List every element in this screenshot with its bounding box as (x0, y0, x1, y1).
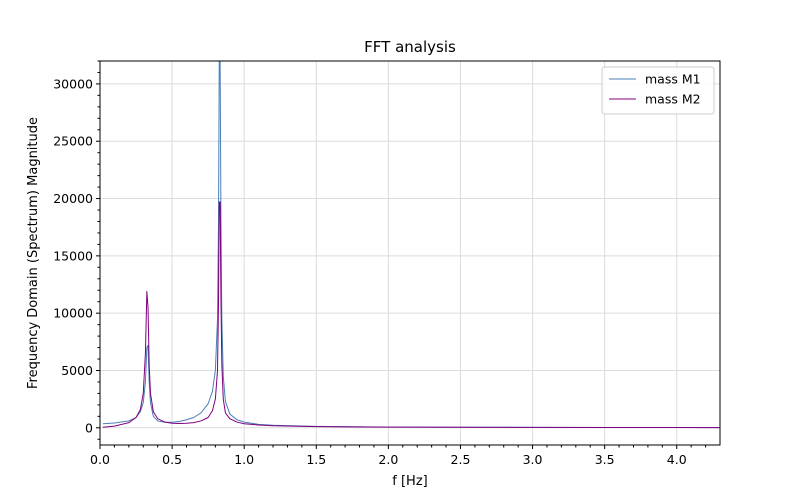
x-tick-label: 1.5 (306, 452, 326, 467)
y-axis-label: Frequency Domain (Spectrum) Magnitude (26, 117, 41, 389)
plot-lines (102, 61, 720, 429)
legend: mass M1 mass M2 (601, 66, 715, 115)
legend-label: mass M2 (645, 92, 701, 107)
y-tick-label: 0 (85, 420, 93, 435)
y-tick-label: 20000 (53, 191, 93, 206)
series-line-1 (102, 61, 720, 429)
y-tick-label: 25000 (53, 134, 93, 149)
x-tick-label: 2.5 (451, 452, 471, 467)
x-tick-label: 3.5 (595, 452, 615, 467)
axes-frame (99, 60, 721, 446)
y-tick-label: 30000 (53, 76, 93, 91)
x-tick-label: 4.0 (667, 452, 687, 467)
x-tick-label: 1.0 (234, 452, 254, 467)
y-tick-label: 15000 (53, 248, 93, 263)
x-tick-label: 3.0 (523, 452, 543, 467)
y-tick-label: 5000 (61, 363, 93, 378)
chart-title: FFT analysis (364, 38, 456, 56)
series-line-2 (102, 201, 720, 429)
x-tick-label: 2.0 (378, 452, 398, 467)
x-tick-label: 0.0 (90, 452, 110, 467)
x-tick-label: 0.5 (162, 452, 182, 467)
y-tick-label: 10000 (53, 306, 93, 321)
grid (99, 61, 720, 445)
x-axis-label: f [Hz] (392, 474, 427, 489)
ticks: 0.0 0.5 1.0 1.5 2.0 2.5 3.0 3.5 4.0 0 5000 10000 150… (53, 60, 707, 467)
legend-label: mass M1 (645, 72, 701, 87)
